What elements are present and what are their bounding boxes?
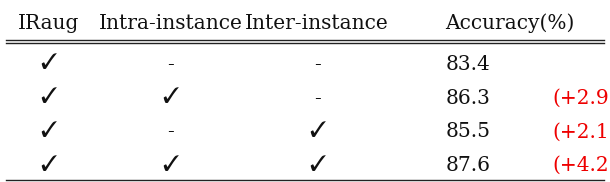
Text: IRaug: IRaug <box>18 14 79 33</box>
Text: ✓: ✓ <box>40 156 57 175</box>
Text: Accuracy(%): Accuracy(%) <box>445 14 575 33</box>
Text: Intra-instance: Intra-instance <box>99 14 243 33</box>
Text: 87.6: 87.6 <box>445 156 490 175</box>
Text: ✓: ✓ <box>162 156 179 175</box>
Text: (+2.1): (+2.1) <box>552 122 610 141</box>
Text: 85.5: 85.5 <box>445 122 490 141</box>
Text: ✓: ✓ <box>309 156 326 175</box>
Text: ✓: ✓ <box>309 122 326 142</box>
Text: (+2.9): (+2.9) <box>552 89 610 108</box>
Text: -: - <box>314 89 321 108</box>
Text: -: - <box>314 55 321 74</box>
Text: (+4.2): (+4.2) <box>552 156 610 175</box>
Text: -: - <box>167 122 174 141</box>
Text: 86.3: 86.3 <box>445 89 490 108</box>
Text: ✓: ✓ <box>40 88 57 108</box>
Text: 83.4: 83.4 <box>445 55 490 74</box>
Text: Inter-instance: Inter-instance <box>245 14 389 33</box>
Text: ✓: ✓ <box>40 55 57 74</box>
Text: -: - <box>167 55 174 74</box>
Text: ✓: ✓ <box>40 122 57 142</box>
Text: ✓: ✓ <box>162 88 179 108</box>
